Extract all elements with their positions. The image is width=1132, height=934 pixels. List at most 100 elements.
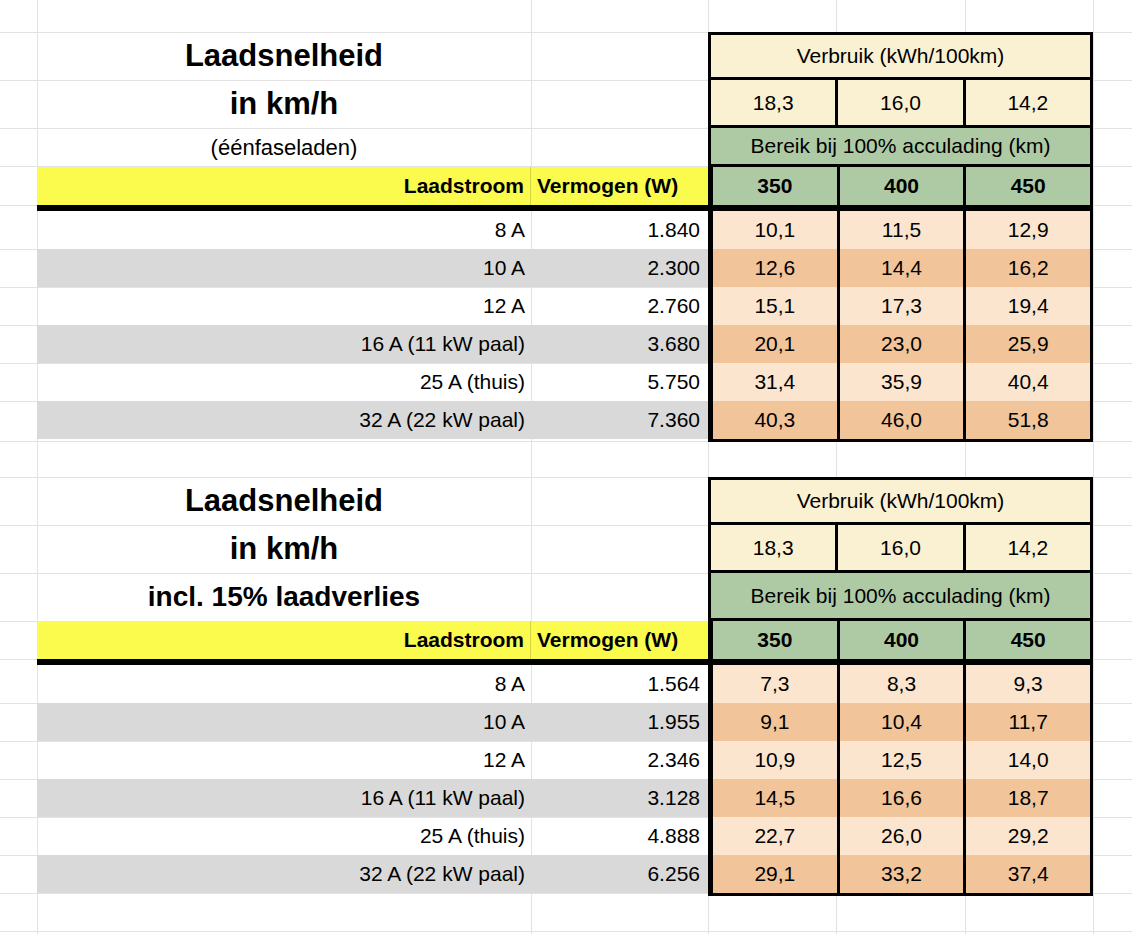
cell-laadstroom-header[interactable]: Laadstroom <box>37 167 531 205</box>
cell-row-value[interactable]: 11,5 <box>840 211 967 249</box>
cell-verbruik-value[interactable]: 16,0 <box>838 80 965 125</box>
cell-row-value[interactable]: 46,0 <box>840 401 967 439</box>
cell-table-title-line[interactable]: in km/h <box>37 80 531 128</box>
cell-verbruik-value[interactable]: 14,2 <box>966 525 1090 570</box>
cell-row-value[interactable]: 10,9 <box>713 741 840 779</box>
cell-range-value[interactable]: 400 <box>840 167 967 205</box>
table-row: 10 A 1.955 9,1 10,4 11,7 <box>37 703 1093 741</box>
cell-row-laadstroom[interactable]: 12 A <box>37 741 531 779</box>
cell-bereik-header[interactable]: Bereik bij 100% acculading (km) <box>711 128 1090 164</box>
cell-row-value[interactable]: 15,1 <box>713 287 840 325</box>
cell-row-value[interactable]: 35,9 <box>840 363 967 401</box>
range-values-group: 350 400 450 <box>708 167 1093 205</box>
cell-row-value[interactable]: 20,1 <box>713 325 840 363</box>
cell-verbruik-value[interactable]: 18,3 <box>711 525 838 570</box>
cell-row-laadstroom[interactable]: 8 A <box>37 211 531 249</box>
cell-row-value[interactable]: 9,3 <box>966 665 1090 703</box>
cell-row-value[interactable]: 31,4 <box>713 363 840 401</box>
cell-row-value[interactable]: 14,4 <box>840 249 967 287</box>
cell-verbruik-value[interactable]: 18,3 <box>711 80 838 125</box>
cell-verbruik-header[interactable]: Verbruik (kWh/100km) <box>711 480 1090 525</box>
row-values-group: 29,1 33,2 37,4 <box>708 855 1093 893</box>
table-title-block: Laadsnelheid in km/h (éénfaseladen) <box>37 32 531 167</box>
cell-row-vermogen[interactable]: 2.760 <box>531 287 708 325</box>
cell-row-value[interactable]: 16,6 <box>840 779 967 817</box>
cell-row-value[interactable]: 51,8 <box>966 401 1090 439</box>
cell-row-vermogen[interactable]: 2.346 <box>531 741 708 779</box>
cell-row-vermogen[interactable]: 7.360 <box>531 401 708 439</box>
cell-row-value[interactable]: 22,7 <box>713 817 840 855</box>
cell-row-value[interactable]: 8,3 <box>840 665 967 703</box>
cell-row-vermogen[interactable]: 3.128 <box>531 779 708 817</box>
cell-row-value[interactable]: 33,2 <box>840 855 967 893</box>
cell-verbruik-value[interactable]: 14,2 <box>966 80 1090 125</box>
cell-row-value[interactable]: 25,9 <box>966 325 1090 363</box>
cell-bereik-header[interactable]: Bereik bij 100% acculading (km) <box>711 573 1090 618</box>
cell-range-value[interactable]: 450 <box>966 167 1090 205</box>
cell-row-vermogen[interactable]: 3.680 <box>531 325 708 363</box>
cell-range-value[interactable]: 350 <box>713 621 840 659</box>
cell-row-value[interactable]: 12,6 <box>713 249 840 287</box>
cell-row-vermogen[interactable]: 1.840 <box>531 211 708 249</box>
verbruik-header-box: Verbruik (kWh/100km) 18,3 16,0 14,2 Bere… <box>708 477 1093 621</box>
cell-vermogen-header[interactable]: Vermogen (W) <box>531 621 708 659</box>
row-values-group: 22,7 26,0 29,2 <box>708 817 1093 855</box>
cell-row-value[interactable]: 40,4 <box>966 363 1090 401</box>
cell-row-value[interactable]: 37,4 <box>966 855 1090 893</box>
cell-row-value[interactable]: 12,9 <box>966 211 1090 249</box>
cell-row-value[interactable]: 9,1 <box>713 703 840 741</box>
cell-row-value[interactable]: 17,3 <box>840 287 967 325</box>
cell-row-value[interactable]: 26,0 <box>840 817 967 855</box>
cell-table-title-line[interactable]: Laadsnelheid <box>37 477 531 525</box>
verbruik-values-row: 18,3 16,0 14,2 <box>711 525 1090 573</box>
cell-row-value[interactable]: 10,1 <box>713 211 840 249</box>
cell-table-title-line[interactable]: Laadsnelheid <box>37 32 531 80</box>
cell-row-value[interactable]: 14,0 <box>966 741 1090 779</box>
cell-verbruik-header[interactable]: Verbruik (kWh/100km) <box>711 35 1090 80</box>
cell-table-title-line[interactable]: (éénfaseladen) <box>37 128 531 167</box>
cell-table-title-line[interactable]: incl. 15% laadverlies <box>37 573 531 621</box>
cell-row-value[interactable]: 40,3 <box>713 401 840 439</box>
cell-row-value[interactable]: 19,4 <box>966 287 1090 325</box>
cell-row-laadstroom[interactable]: 8 A <box>37 665 531 703</box>
cell-range-value[interactable]: 400 <box>840 621 967 659</box>
row-values-group: 20,1 23,0 25,9 <box>708 325 1093 363</box>
cell-row-value[interactable]: 7,3 <box>713 665 840 703</box>
cell-row-vermogen[interactable]: 6.256 <box>531 855 708 893</box>
cell-range-value[interactable]: 350 <box>713 167 840 205</box>
cell-row-value[interactable]: 11,7 <box>966 703 1090 741</box>
cell-row-value[interactable]: 16,2 <box>966 249 1090 287</box>
table-body: 8 A 1.840 10,1 11,5 12,9 10 A 2.300 12,6… <box>37 211 1093 439</box>
table-row: 25 A (thuis) 5.750 31,4 35,9 40,4 <box>37 363 1093 401</box>
cell-row-value[interactable]: 14,5 <box>713 779 840 817</box>
table-bottom-border <box>708 439 1093 442</box>
cell-row-laadstroom[interactable]: 10 A <box>37 703 531 741</box>
cell-row-laadstroom[interactable]: 25 A (thuis) <box>37 817 531 855</box>
table-laadsnelheid-eenfase: Laadsnelheid in km/h (éénfaseladen) Verb… <box>0 32 1132 444</box>
cell-row-laadstroom[interactable]: 32 A (22 kW paal) <box>37 401 531 439</box>
cell-row-value[interactable]: 18,7 <box>966 779 1090 817</box>
cell-row-laadstroom[interactable]: 16 A (11 kW paal) <box>37 779 531 817</box>
row-values-group: 15,1 17,3 19,4 <box>708 287 1093 325</box>
cell-vermogen-header[interactable]: Vermogen (W) <box>531 167 708 205</box>
cell-table-title-line[interactable]: in km/h <box>37 525 531 573</box>
cell-row-laadstroom[interactable]: 12 A <box>37 287 531 325</box>
cell-row-vermogen[interactable]: 1.955 <box>531 703 708 741</box>
cell-row-laadstroom[interactable]: 10 A <box>37 249 531 287</box>
cell-row-laadstroom[interactable]: 25 A (thuis) <box>37 363 531 401</box>
cell-range-value[interactable]: 450 <box>966 621 1090 659</box>
cell-verbruik-value[interactable]: 16,0 <box>838 525 965 570</box>
cell-row-vermogen[interactable]: 1.564 <box>531 665 708 703</box>
cell-laadstroom-header[interactable]: Laadstroom <box>37 621 531 659</box>
cell-row-vermogen[interactable]: 2.300 <box>531 249 708 287</box>
cell-row-value[interactable]: 29,1 <box>713 855 840 893</box>
table-row: 12 A 2.760 15,1 17,3 19,4 <box>37 287 1093 325</box>
cell-row-value[interactable]: 12,5 <box>840 741 967 779</box>
cell-row-laadstroom[interactable]: 16 A (11 kW paal) <box>37 325 531 363</box>
cell-row-value[interactable]: 23,0 <box>840 325 967 363</box>
cell-row-vermogen[interactable]: 4.888 <box>531 817 708 855</box>
cell-row-vermogen[interactable]: 5.750 <box>531 363 708 401</box>
cell-row-value[interactable]: 29,2 <box>966 817 1090 855</box>
cell-row-value[interactable]: 10,4 <box>840 703 967 741</box>
cell-row-laadstroom[interactable]: 32 A (22 kW paal) <box>37 855 531 893</box>
